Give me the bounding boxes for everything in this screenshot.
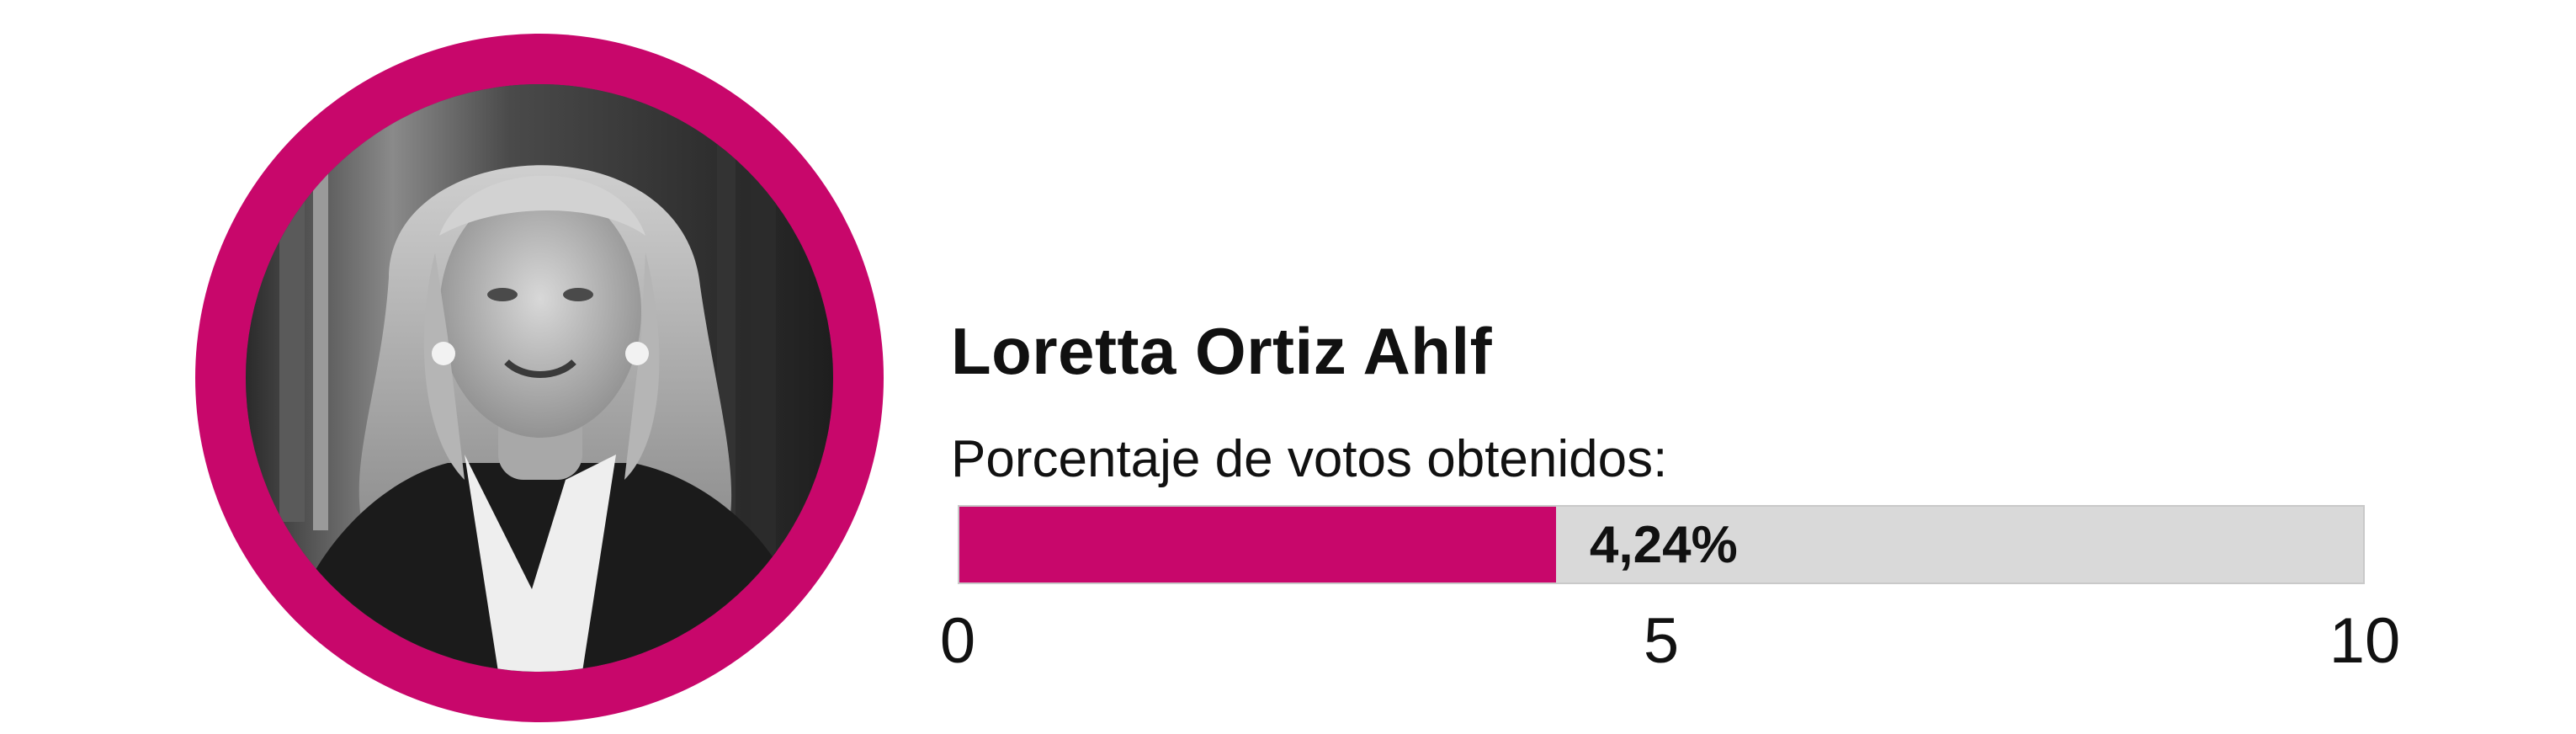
- chart-subtitle: Porcentaje de votos obtenidos:: [951, 430, 1668, 488]
- x-tick-label: 10: [2329, 605, 2401, 677]
- portrait-ring: [195, 34, 884, 722]
- candidate-name: Loretta Ortiz Ahlf: [951, 314, 1493, 388]
- vote-percentage-bar: [959, 507, 1556, 582]
- candidate-photo: [246, 84, 833, 672]
- x-tick-label: 0: [939, 605, 976, 677]
- bar-track: 4,24%: [958, 505, 2365, 584]
- vote-percentage-label: 4,24%: [1589, 515, 1738, 574]
- x-tick-label: 5: [1643, 605, 1680, 677]
